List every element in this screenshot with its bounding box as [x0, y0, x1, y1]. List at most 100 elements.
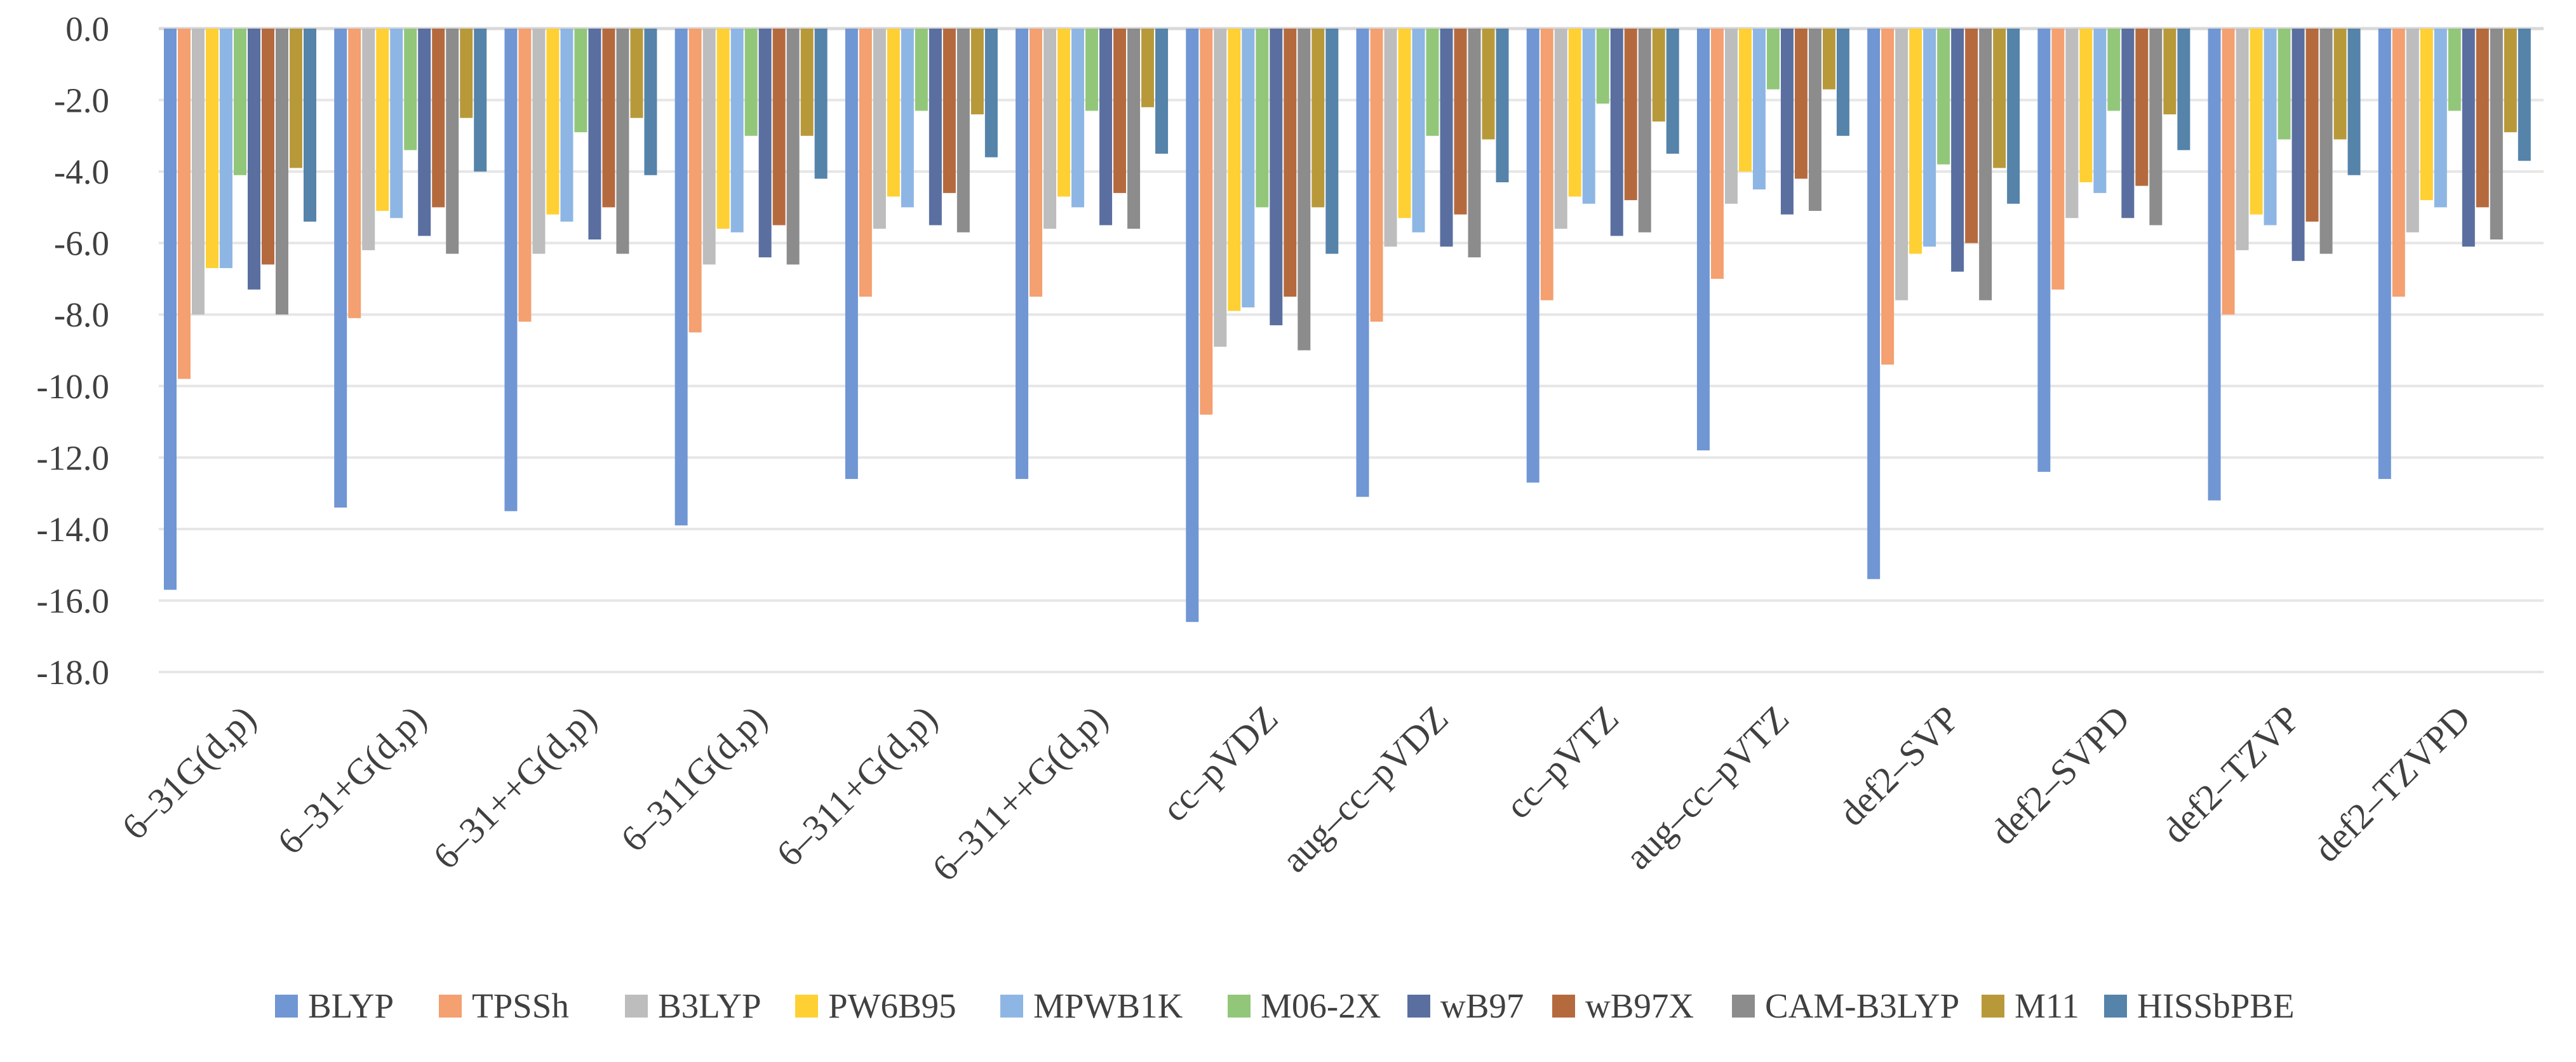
legend-swatch: [1982, 995, 2004, 1018]
bar: [1228, 29, 1241, 311]
legend-item-M11: M11: [1982, 986, 2079, 1025]
legend-label: B3LYP: [658, 986, 761, 1025]
bar: [1867, 29, 1881, 579]
bar: [518, 29, 532, 322]
x-category-label: def2–SVP: [1831, 697, 1968, 834]
bar: [2291, 29, 2305, 261]
series-PW6B95: [206, 29, 2433, 311]
bar: [1794, 29, 1808, 179]
bar: [730, 29, 744, 232]
bar: [1696, 29, 1710, 451]
y-tick-label: -2.0: [54, 81, 109, 120]
series-CAM-B3LYP: [276, 29, 2503, 351]
bar: [404, 29, 417, 151]
bar: [1284, 29, 1297, 297]
bar: [1881, 29, 1895, 365]
bar: [1752, 29, 1766, 190]
x-category-label: cc–pVDZ: [1154, 697, 1286, 830]
y-tick-label: -18.0: [36, 653, 109, 692]
bar: [1398, 29, 1411, 218]
bar: [1610, 29, 1623, 236]
bar: [178, 29, 191, 379]
bar: [390, 29, 403, 218]
bar: [2319, 29, 2333, 254]
bar: [1808, 29, 1821, 212]
legend-item-wB97: wB97: [1407, 986, 1524, 1025]
legend-label: wB97: [1440, 986, 1524, 1025]
legend-label: CAM-B3LYP: [1765, 986, 1959, 1025]
series-TPSSh: [178, 29, 2405, 415]
bar: [1186, 29, 1199, 622]
legend-swatch: [1228, 995, 1251, 1018]
legend-label: HISSbPBE: [2137, 986, 2295, 1025]
bar: [2264, 29, 2277, 225]
bar: [234, 29, 246, 175]
legend-swatch: [439, 995, 462, 1018]
bar: [164, 29, 177, 590]
bar: [2392, 29, 2405, 297]
bar: [1200, 29, 1213, 415]
bar: [2504, 29, 2517, 133]
bar: [2236, 29, 2249, 250]
legend-swatch: [275, 995, 298, 1018]
bar: [1270, 29, 1283, 326]
bar: [2007, 29, 2020, 204]
bar: [1496, 29, 1509, 182]
x-category-label: 6–31+G(d,p): [269, 697, 434, 862]
bar: [1738, 29, 1752, 172]
bar: [560, 29, 574, 222]
bar: [2378, 29, 2391, 480]
bar: [887, 29, 900, 197]
y-axis-tick-labels: 0.0 -2.0 -4.0 -6.0 -8.0 -10.0 -12.0 -14.0 -16.0 -…: [36, 10, 109, 692]
x-category-label: def2–TZVP: [2154, 697, 2308, 851]
bar: [262, 29, 274, 265]
bar: [460, 29, 473, 118]
bar: [418, 29, 431, 236]
bar: [2305, 29, 2319, 222]
bar: [1113, 29, 1127, 193]
legend-label: TPSSh: [472, 986, 569, 1025]
legend-swatch: [1407, 995, 1430, 1018]
bar: [630, 29, 643, 118]
bar: [2518, 29, 2531, 161]
legend-item-M06-2X: M06-2X: [1228, 986, 1381, 1025]
bar: [1468, 29, 1481, 258]
legend-swatch: [795, 995, 818, 1018]
bar: [2347, 29, 2361, 175]
legend-swatch: [625, 995, 648, 1018]
bar: [1568, 29, 1581, 197]
bar: [2208, 29, 2221, 501]
bar: [716, 29, 730, 229]
bar: [2250, 29, 2263, 215]
bar: [1993, 29, 2006, 168]
bar: [602, 29, 615, 208]
bar: [348, 29, 361, 318]
bar: [446, 29, 459, 254]
x-category-label: 6–311+G(d,p): [768, 697, 945, 874]
bar: [2476, 29, 2489, 208]
x-axis-category-labels: 6–31G(d,p) 6–31+G(d,p)6–31++G(d,p) 6–311G(…: [114, 697, 2478, 889]
bar: [334, 29, 347, 508]
bar: [1638, 29, 1651, 232]
bar: [1071, 29, 1085, 208]
bar: [1923, 29, 1936, 247]
bar: [1780, 29, 1794, 215]
bar: [1155, 29, 1169, 154]
bar: [786, 29, 800, 265]
bar: [2420, 29, 2433, 201]
y-tick-label: -6.0: [54, 224, 109, 263]
bar: [702, 29, 716, 265]
bar: [970, 29, 984, 115]
legend-item-HISSbPBE: HISSbPBE: [2104, 986, 2295, 1025]
bar: [1909, 29, 1922, 254]
bar: [2277, 29, 2291, 140]
bar: [1256, 29, 1269, 208]
series-B3LYP: [192, 29, 2419, 347]
bar: [616, 29, 629, 254]
bar: [1242, 29, 1255, 307]
bar: [220, 29, 232, 269]
bar: [1836, 29, 1849, 136]
bar: [1214, 29, 1227, 347]
bar: [1325, 29, 1339, 254]
bar: [873, 29, 886, 229]
